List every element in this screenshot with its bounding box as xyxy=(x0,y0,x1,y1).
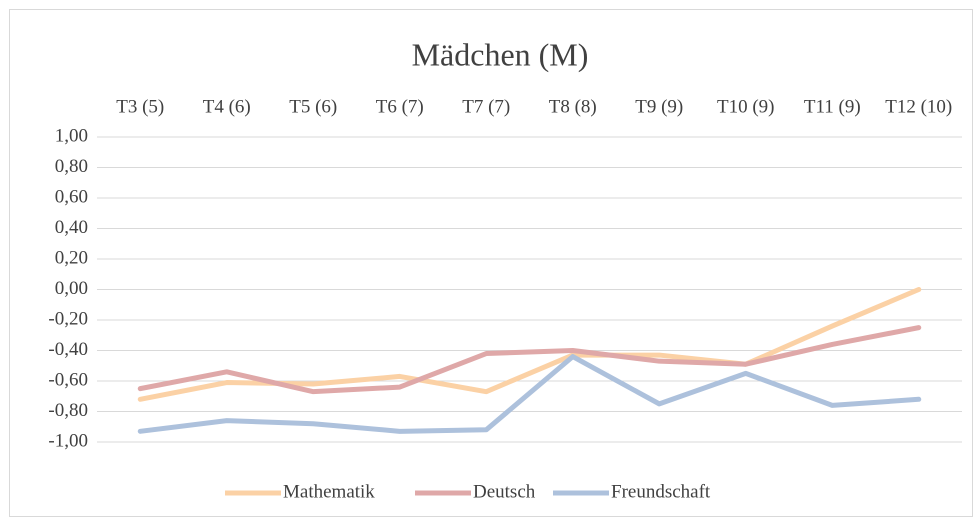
chart-frame xyxy=(9,9,973,517)
y-tick-label: 0,80 xyxy=(55,156,88,177)
y-tick-label: -0,20 xyxy=(48,308,88,329)
y-tick-label: -0,80 xyxy=(48,400,88,421)
series-line xyxy=(137,354,922,434)
x-tick-label: T4 (6) xyxy=(203,96,251,117)
y-tick-label: 1,00 xyxy=(55,125,88,146)
series-line xyxy=(137,325,922,395)
chart-title: Mädchen (M) xyxy=(412,36,589,72)
x-tick-label: T8 (8) xyxy=(549,96,597,117)
x-tick-label: T7 (7) xyxy=(462,96,510,117)
y-tick-label: 0,60 xyxy=(55,186,88,207)
y-tick-label: -1,00 xyxy=(48,430,88,451)
legend-label: Deutsch xyxy=(473,481,536,502)
legend-label: Freundschaft xyxy=(611,481,711,502)
x-tick-label: T5 (6) xyxy=(289,96,337,117)
x-tick-label: T3 (5) xyxy=(116,96,164,117)
y-tick-label: -0,60 xyxy=(48,369,88,390)
x-tick-label: T10 (9) xyxy=(717,96,775,117)
y-tick-label: 0,20 xyxy=(55,247,88,268)
legend-label: Mathematik xyxy=(283,481,375,502)
x-tick-label: T6 (7) xyxy=(376,96,424,117)
x-tick-label: T12 (10) xyxy=(885,96,952,117)
x-tick-label: T11 (9) xyxy=(804,96,861,117)
y-tick-label: 0,00 xyxy=(55,278,88,299)
x-tick-label: T9 (9) xyxy=(635,96,683,117)
y-tick-label: 0,40 xyxy=(55,217,88,238)
y-tick-label: -0,40 xyxy=(48,339,88,360)
